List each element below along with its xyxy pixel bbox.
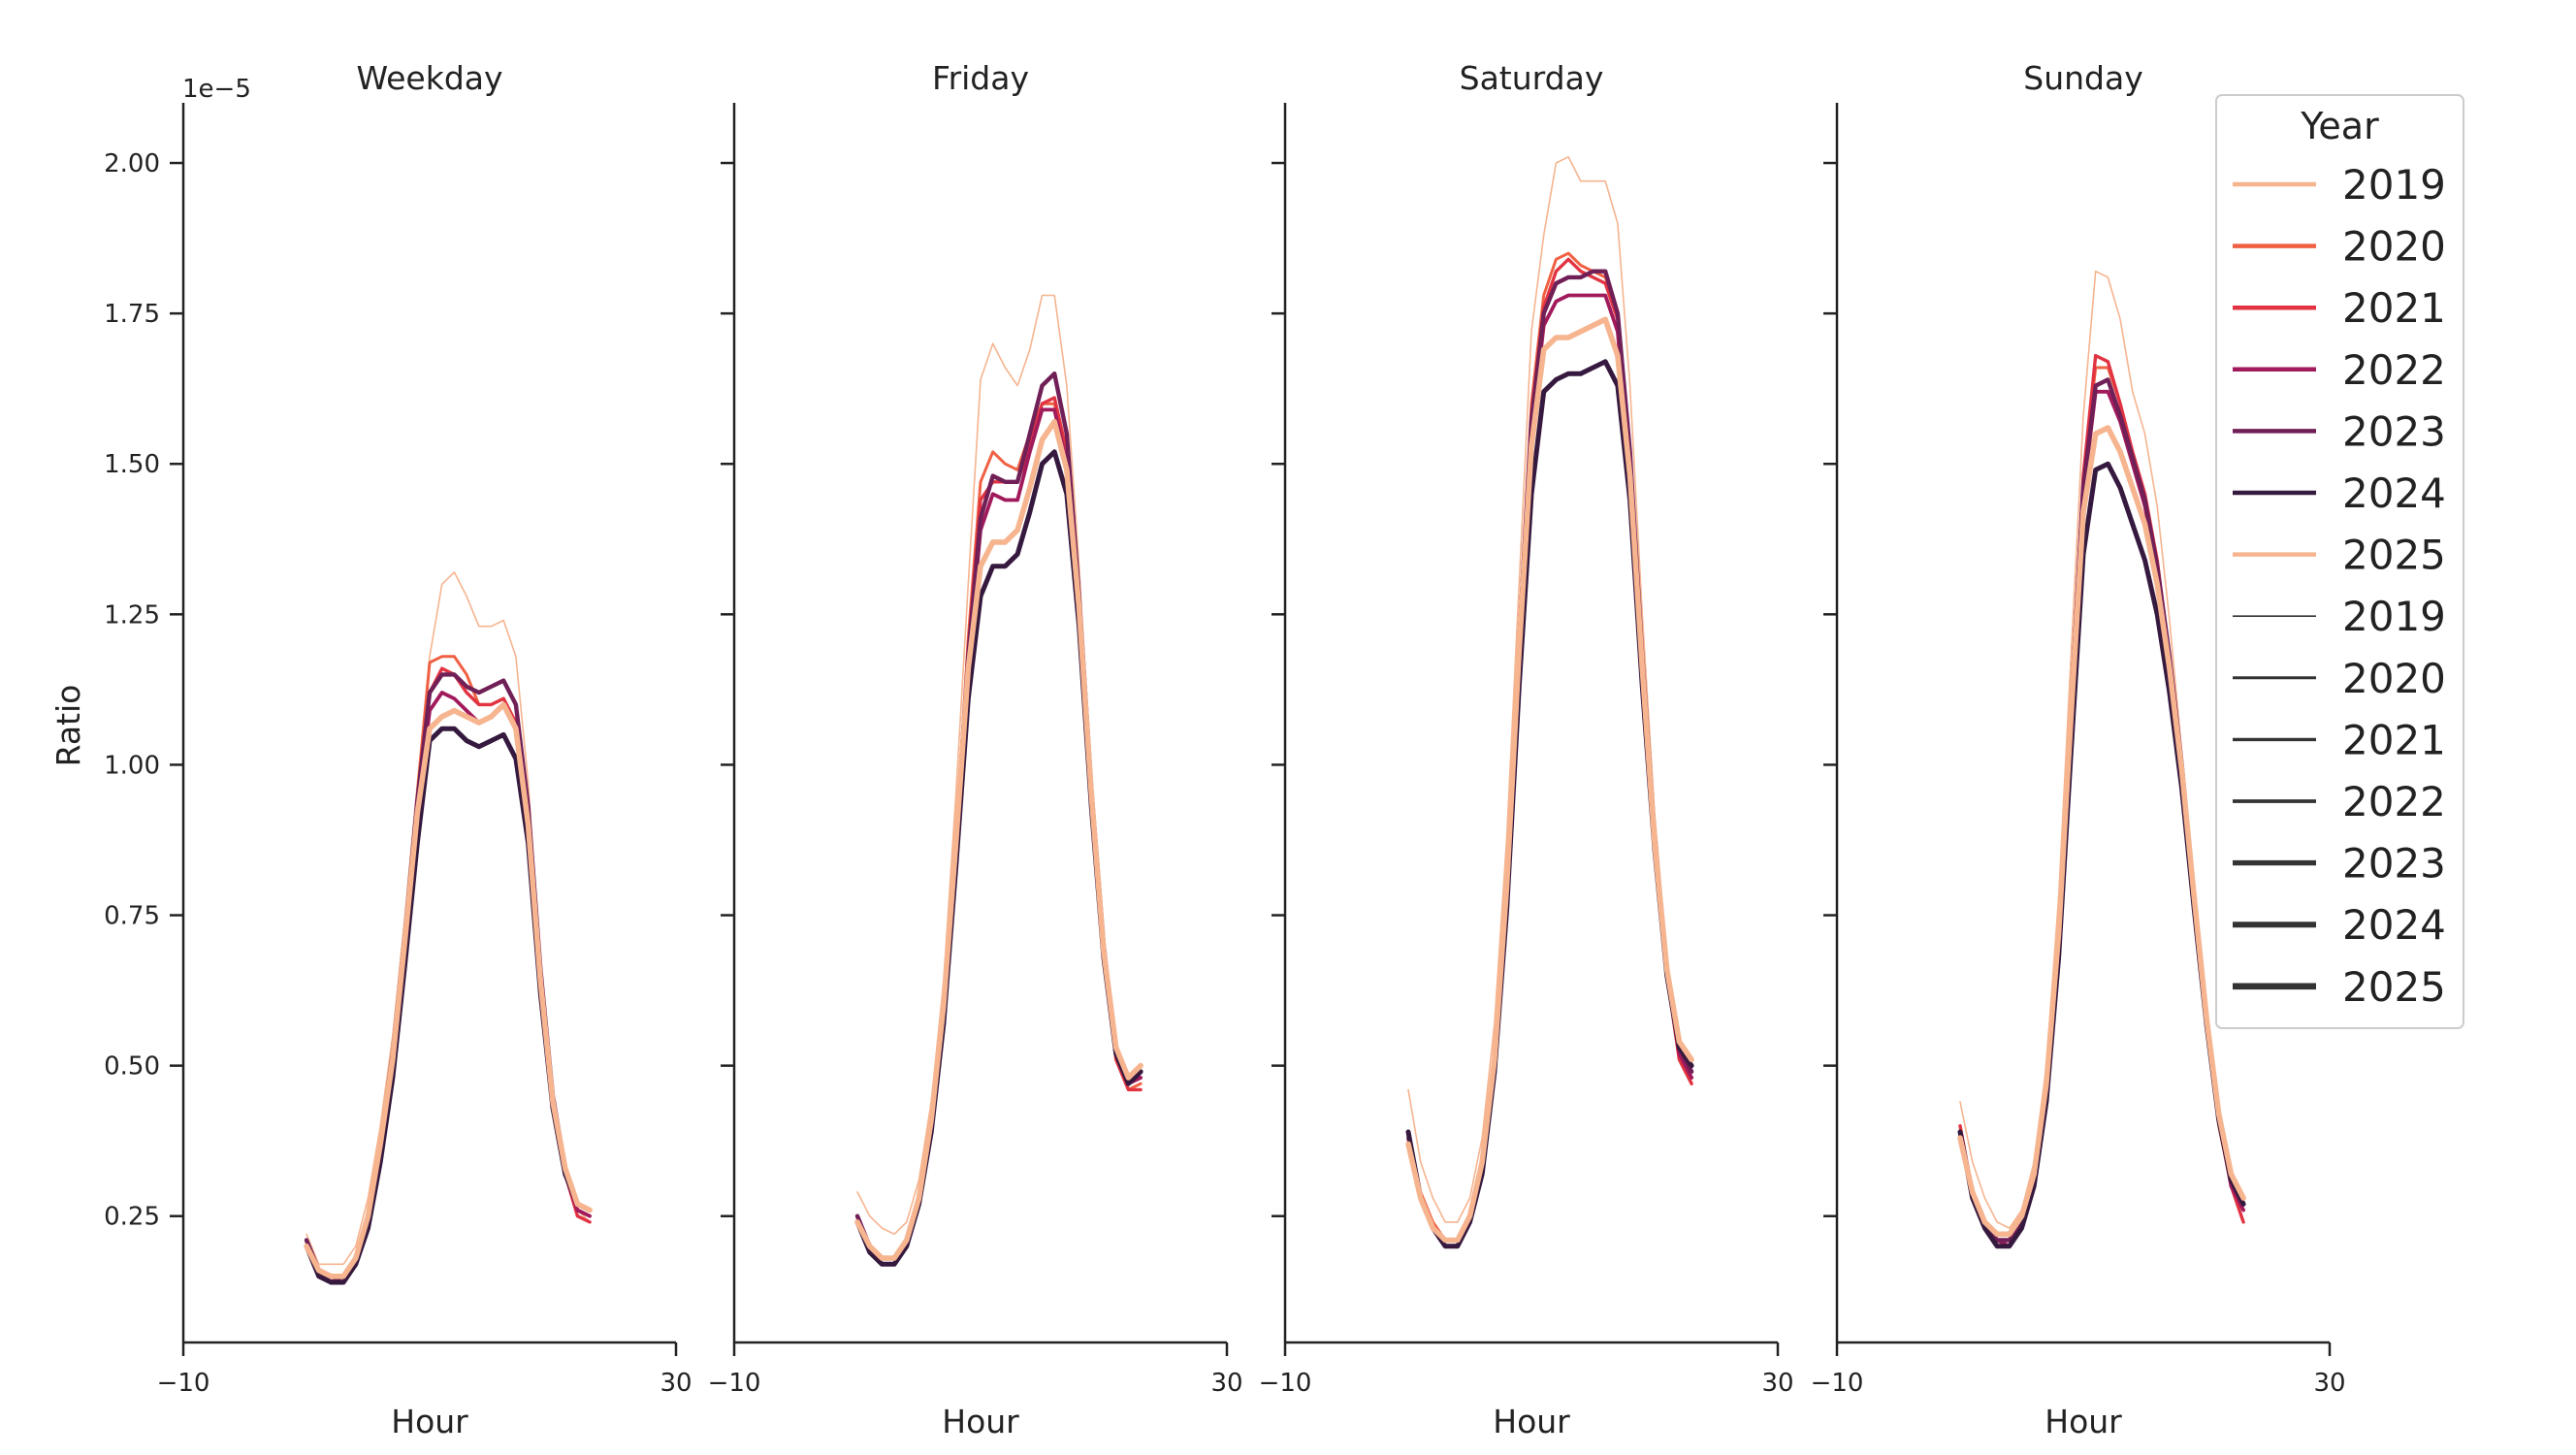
series-line-2021 xyxy=(855,396,1143,1260)
legend-label: 2019 xyxy=(2342,593,2446,640)
legend-label: 2020 xyxy=(2342,655,2446,702)
legend-label: 2025 xyxy=(2342,963,2446,1011)
panel-saturday: −10 30 Saturday Hour xyxy=(1259,59,1794,1440)
legend: Year 2019 2020 2021 2022 2023 2024 2025 2019 2020… xyxy=(2215,94,2464,1029)
x-tick-label: −10 xyxy=(157,1369,210,1398)
panel-title: Sunday xyxy=(2023,59,2142,97)
y-tick-label: 1.25 xyxy=(104,600,160,630)
series-line-2019 xyxy=(1959,270,2244,1229)
series-line-2022 xyxy=(855,407,1143,1260)
y-tick-label: 0.75 xyxy=(104,902,160,931)
panel-title: Weekday xyxy=(356,59,502,97)
y-tick-label: 1.75 xyxy=(104,300,160,329)
legend-label: 2024 xyxy=(2342,901,2446,949)
y-tick-label: 1.50 xyxy=(104,450,160,479)
chart-panels: 0.25 0.50 0.75 1.00 1.25 1.50 1.75 2.00 −10 30 Wee… xyxy=(104,59,2345,1440)
x-tick-label: 30 xyxy=(660,1369,692,1398)
x-axis-label: Hour xyxy=(2045,1403,2122,1440)
y-tick-label: 1.00 xyxy=(104,751,160,780)
series-line-2023 xyxy=(854,372,1143,1261)
x-axis-label: Hour xyxy=(391,1403,468,1440)
series-line-2025 xyxy=(1957,425,2246,1238)
y-offset-text: 1e−5 xyxy=(182,75,251,104)
x-tick-label: −10 xyxy=(708,1369,761,1398)
series-line-2024 xyxy=(1405,359,1694,1249)
y-tick-label: 0.25 xyxy=(104,1203,160,1232)
legend-box xyxy=(2215,94,2464,1029)
legend-label: 2021 xyxy=(2342,284,2446,332)
series-line-2025 xyxy=(854,418,1143,1261)
panel-weekday: 0.25 0.50 0.75 1.00 1.25 1.50 1.75 2.00 −10 30 Wee… xyxy=(104,59,692,1440)
legend-label: 2020 xyxy=(2342,223,2446,271)
series-line-2024 xyxy=(1957,461,2246,1249)
series-line-2023 xyxy=(1957,377,2246,1243)
legend-label: 2023 xyxy=(2342,840,2446,888)
legend-label: 2024 xyxy=(2342,469,2446,517)
series-line-2019 xyxy=(1407,156,1692,1223)
panel-friday: −10 30 Friday Hour xyxy=(708,59,1243,1440)
series-line-2021 xyxy=(305,666,592,1278)
series-line-2025 xyxy=(304,701,593,1279)
series-line-2022 xyxy=(305,691,592,1284)
y-axis-label: Ratio xyxy=(49,685,87,767)
x-tick-label: −10 xyxy=(1259,1369,1312,1398)
y-tick-label: 2.00 xyxy=(104,149,160,178)
legend-title: Year xyxy=(2300,105,2379,147)
x-tick-label: 30 xyxy=(2313,1369,2345,1398)
panel-sunday: −10 30 Sunday Hour xyxy=(1811,59,2346,1440)
series-line-2019 xyxy=(856,294,1142,1236)
x-tick-label: 30 xyxy=(1761,1369,1793,1398)
legend-label: 2021 xyxy=(2342,716,2446,763)
series-line-2025 xyxy=(1405,316,1694,1244)
series-line-2023 xyxy=(304,672,593,1285)
x-axis-label: Hour xyxy=(1493,1403,1570,1440)
series-line-2020 xyxy=(1958,366,2245,1242)
legend-label: 2023 xyxy=(2342,407,2446,455)
series-line-2020 xyxy=(855,402,1143,1260)
series-line-2020 xyxy=(305,655,592,1278)
panel-title: Saturday xyxy=(1460,59,1604,97)
legend-label: 2022 xyxy=(2342,778,2446,825)
y-tick-label: 0.50 xyxy=(104,1052,160,1082)
x-axis-label: Hour xyxy=(942,1403,1019,1440)
panel-title: Friday xyxy=(932,59,1029,97)
x-tick-label: −10 xyxy=(1811,1369,1864,1398)
legend-label: 2019 xyxy=(2342,161,2446,209)
legend-label: 2025 xyxy=(2342,532,2446,579)
series-line-2021 xyxy=(1958,353,2245,1248)
legend-label: 2022 xyxy=(2342,346,2446,394)
series-line-2022 xyxy=(1958,389,2246,1248)
x-tick-label: 30 xyxy=(1210,1369,1242,1398)
series-line-2024 xyxy=(304,726,593,1285)
